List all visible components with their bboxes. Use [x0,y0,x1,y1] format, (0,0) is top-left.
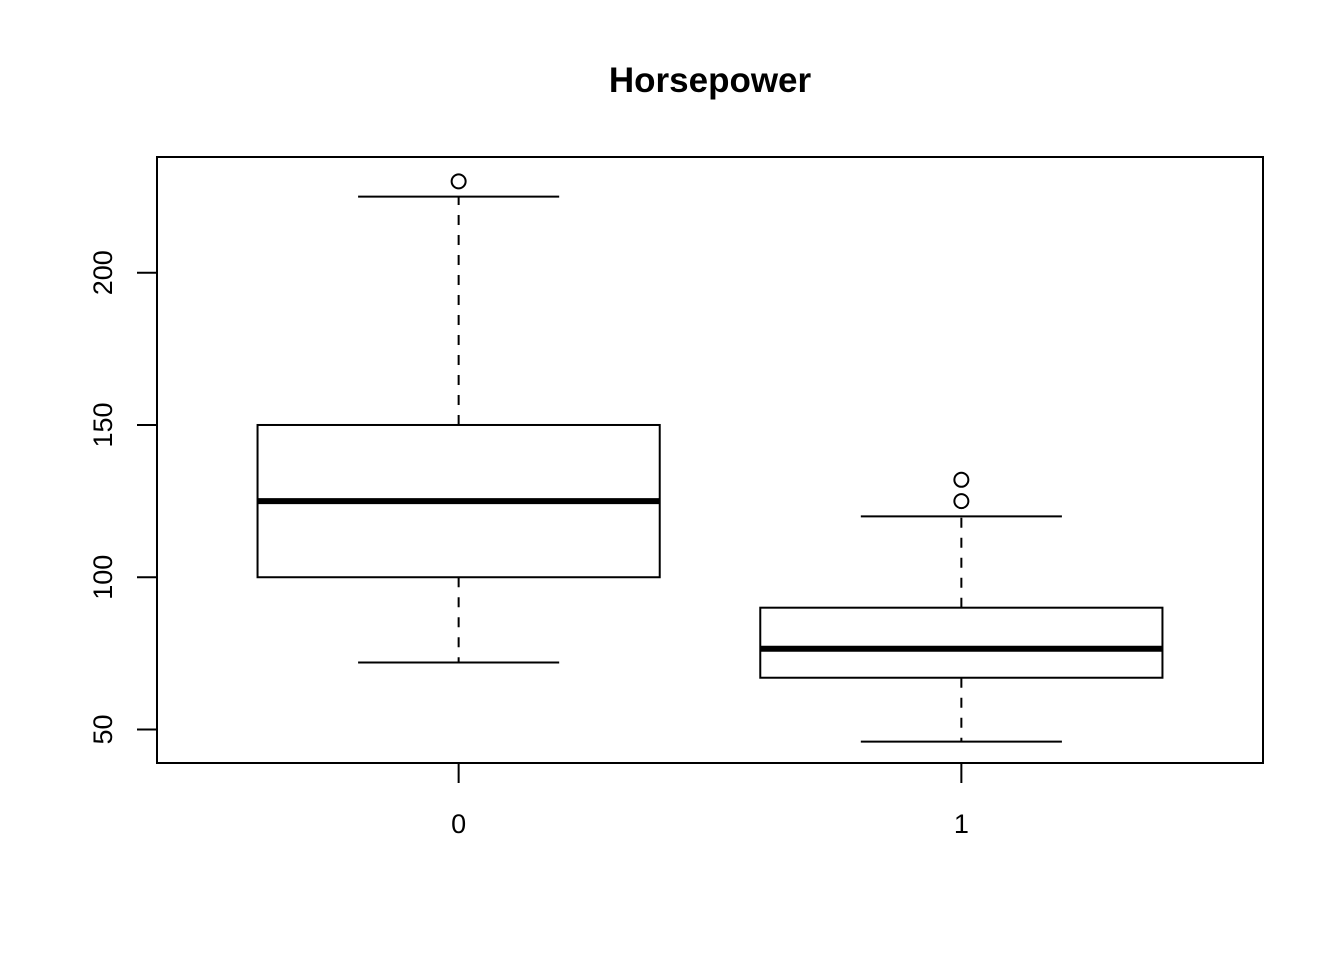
y-tick-label: 150 [88,402,118,447]
y-tick-label: 100 [88,555,118,600]
box-group-1 [759,471,1164,743]
outlier-point [953,493,970,510]
boxes [256,173,1164,743]
x-tick-label: 0 [451,809,466,839]
chart-title: Horsepower [609,61,812,100]
outlier-point [450,173,467,190]
x-tick-label: 1 [954,809,969,839]
box-iqr [759,606,1164,679]
y-axis: 50 100 150 200 [88,250,158,745]
y-tick-label: 200 [88,250,118,295]
box-group-0 [256,173,661,664]
outlier-point [953,471,970,488]
y-tick-label: 50 [88,714,118,744]
